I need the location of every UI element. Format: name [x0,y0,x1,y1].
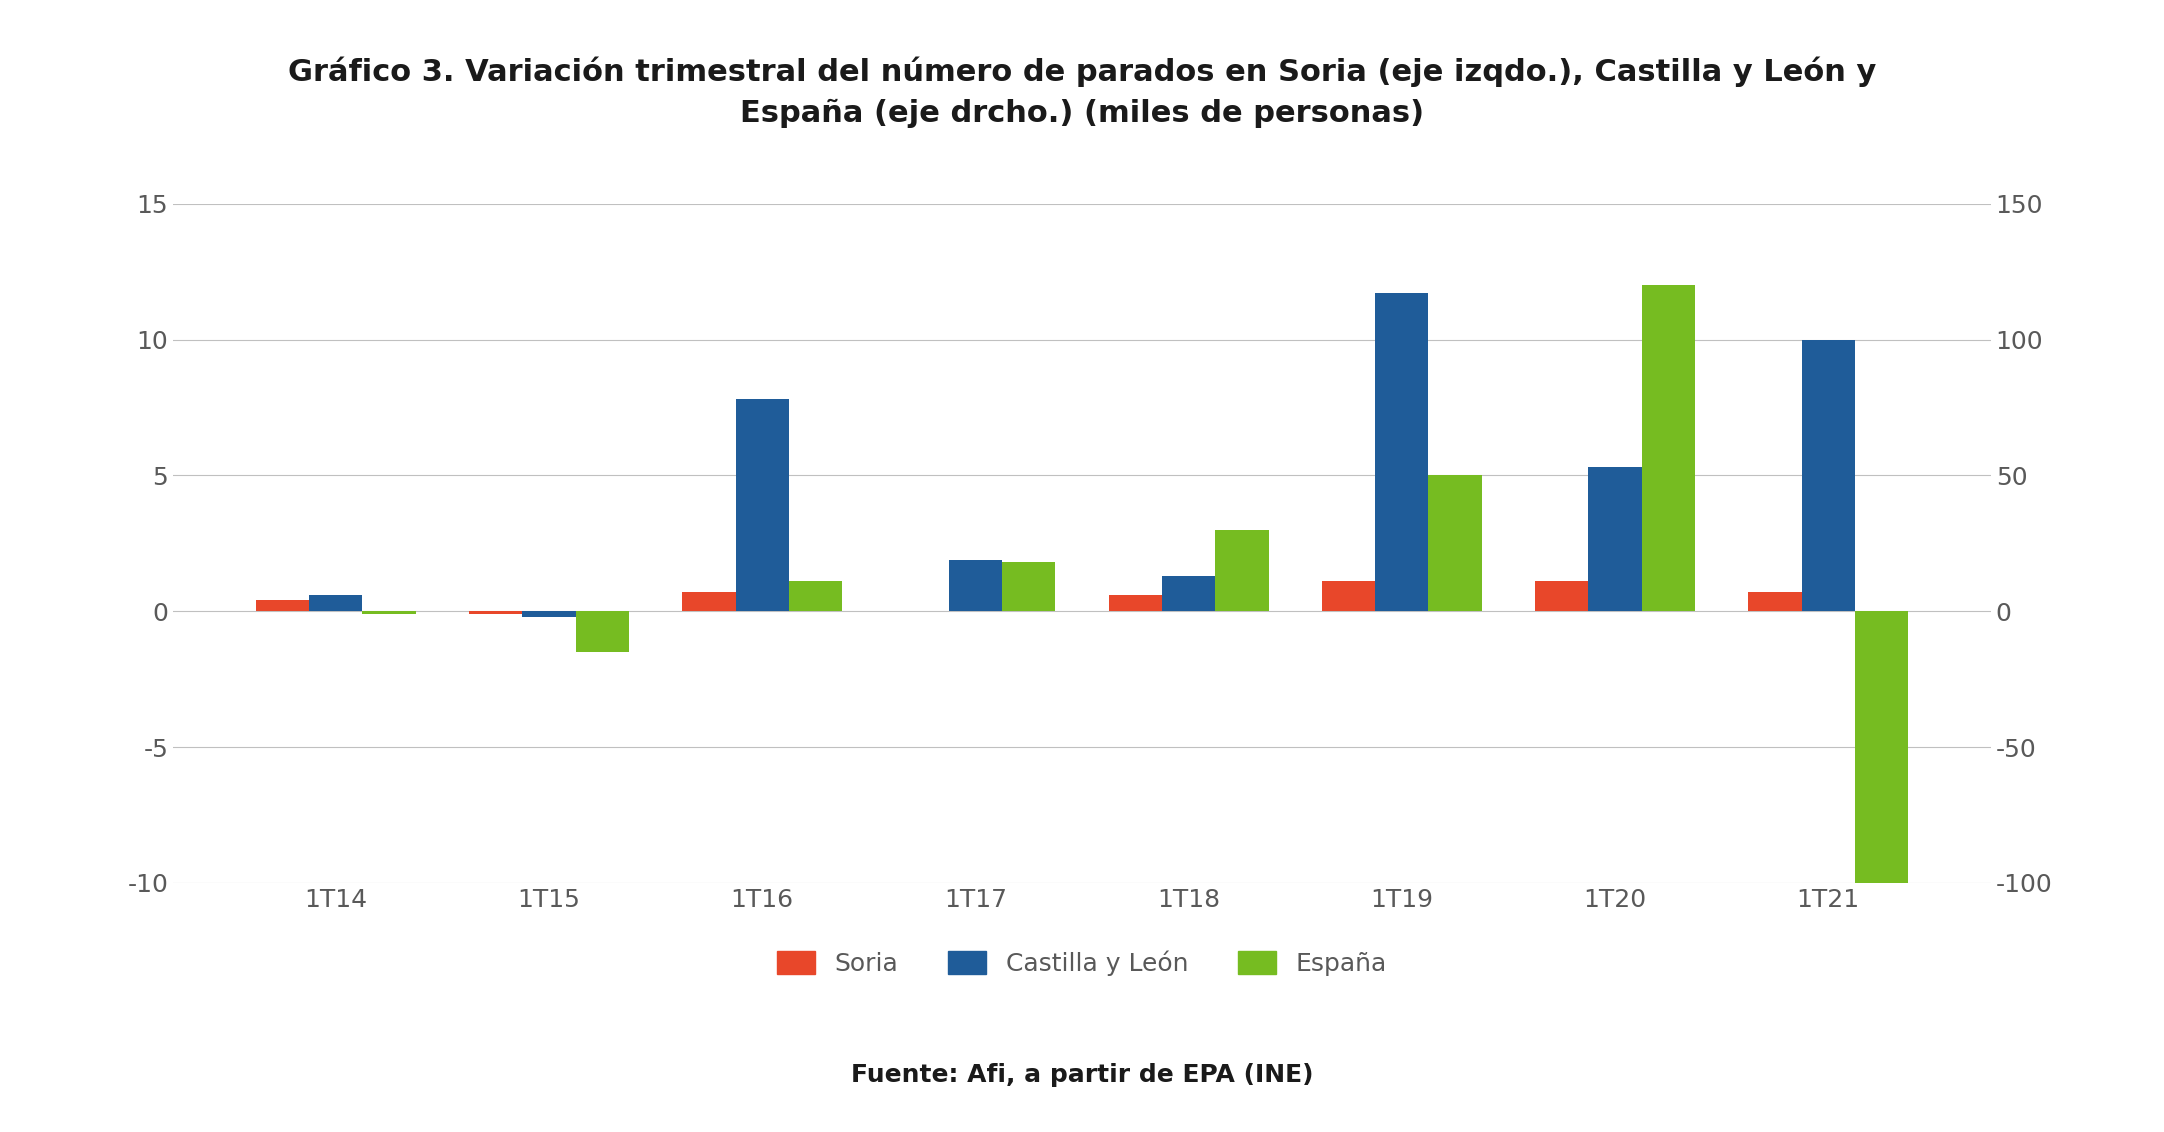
Bar [1534,582,1588,611]
Bar [470,611,522,614]
Text: Gráfico 3. Variación trimestral del número de parados en Soria (eje izqdo.), Cas: Gráfico 3. Variación trimestral del núme… [288,57,1876,128]
Bar [1322,582,1374,611]
Bar [1162,576,1216,611]
Bar [361,611,415,614]
Bar [790,582,842,611]
Bar [309,595,361,611]
Bar [1216,530,1268,611]
Bar [1588,468,1642,611]
Legend: Soria, Castilla y León, España: Soria, Castilla y León, España [766,941,1398,986]
Bar [1428,475,1482,611]
Bar [1642,285,1694,611]
Bar [1855,611,1909,1132]
Text: Fuente: Afi, a partir de EPA (INE): Fuente: Afi, a partir de EPA (INE) [850,1063,1314,1087]
Bar [736,400,790,611]
Bar [255,600,309,611]
Bar [576,611,630,652]
Bar [1108,595,1162,611]
Bar [1803,340,1855,611]
Bar [522,611,576,617]
Bar [948,559,1002,611]
Bar [1002,563,1056,611]
Bar [1749,592,1803,611]
Bar [1374,293,1428,611]
Bar [682,592,736,611]
